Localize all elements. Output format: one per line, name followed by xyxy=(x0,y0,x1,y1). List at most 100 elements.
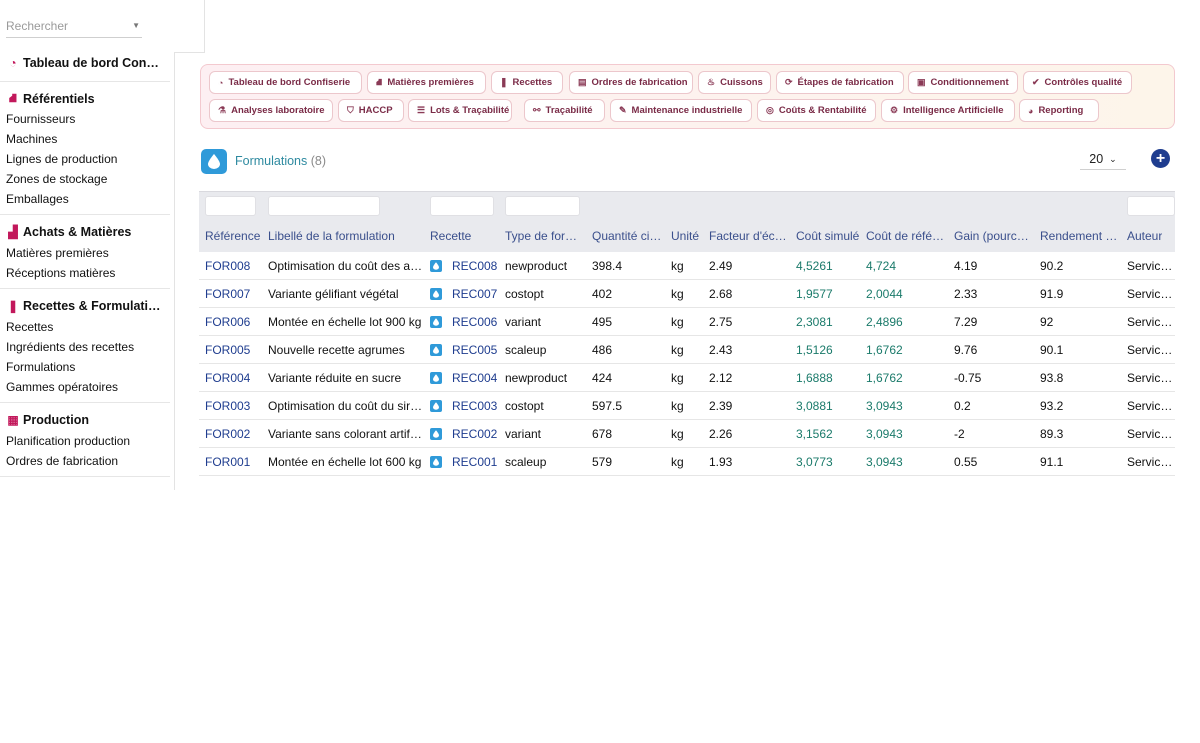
recipe-link[interactable]: REC003 xyxy=(452,399,498,413)
drop-icon xyxy=(430,260,442,272)
sidebar-item[interactable]: Lignes de production xyxy=(6,152,118,166)
table-cell: kg xyxy=(671,315,684,329)
reference-link[interactable]: FOR001 xyxy=(205,455,251,469)
column-header[interactable]: Facteur d'éc… xyxy=(709,229,787,243)
page-size-select[interactable]: 20 ⌄ xyxy=(1080,149,1126,170)
recipe-link[interactable]: REC008 xyxy=(452,259,498,273)
drop-icon xyxy=(430,316,442,328)
nav-pill[interactable]: ❚ Recettes xyxy=(491,71,563,94)
list-count: (8) xyxy=(310,154,327,168)
nav-pill[interactable]: ✔ Contrôles qualité xyxy=(1023,71,1132,94)
reference-link[interactable]: FOR003 xyxy=(205,399,251,413)
table-row[interactable]: FOR005 Nouvelle recette agrumes REC005 scal… xyxy=(199,336,1175,364)
column-header[interactable]: Rendement (… xyxy=(1040,229,1120,243)
nav-pill[interactable]: ◔ Tableau de bord Confiserie xyxy=(209,71,362,94)
column-header[interactable]: Unité xyxy=(671,229,700,243)
column-filter-input[interactable] xyxy=(430,196,494,216)
table-row[interactable]: FOR002 Variante sans colorant artificiel R… xyxy=(199,420,1175,448)
sidebar-section-3[interactable]: ❚ Recettes & Formulati… xyxy=(6,299,161,313)
column-filter-input[interactable] xyxy=(505,196,580,216)
nav-pill-label: Reporting xyxy=(1038,105,1084,116)
page-size-value: 20 xyxy=(1089,152,1104,166)
nav-pill[interactable]: ◕ Reporting xyxy=(1019,99,1099,122)
nav-pill[interactable]: ♨ Cuissons xyxy=(698,71,771,94)
column-filter-input[interactable] xyxy=(268,196,380,216)
search-placeholder: Rechercher xyxy=(6,18,69,33)
book-icon: ❚ xyxy=(500,77,508,87)
table-cell: Service R xyxy=(1127,371,1175,385)
nav-pill[interactable]: ⚗ Analyses laboratoire xyxy=(209,99,333,122)
table-cell: Service R xyxy=(1127,427,1175,441)
reference-link[interactable]: FOR004 xyxy=(205,371,251,385)
sidebar-item[interactable]: Ordres de fabrication xyxy=(6,454,119,468)
reference-link[interactable]: FOR006 xyxy=(205,315,251,329)
table-row[interactable]: FOR007 Variante gélifiant végétal REC007 co… xyxy=(199,280,1175,308)
sidebar-item[interactable]: Planification production xyxy=(6,434,131,448)
recipe-link[interactable]: REC002 xyxy=(452,427,498,441)
nav-pill[interactable]: ✎ Maintenance industrielle xyxy=(610,99,752,122)
table-cell: -0.75 xyxy=(954,371,982,385)
column-header[interactable]: Coût simulé xyxy=(796,229,860,243)
table-row[interactable]: FOR001 Montée en échelle lot 600 kg REC001… xyxy=(199,448,1175,476)
sidebar-item[interactable]: Emballages xyxy=(6,192,69,206)
table-cell: 7.29 xyxy=(954,315,978,329)
column-header[interactable]: Recette xyxy=(430,229,472,243)
nav-pill[interactable]: ▣ Conditionnement xyxy=(908,71,1018,94)
sidebar-section-1[interactable]: ⛘ Référentiels xyxy=(6,91,95,107)
sidebar-item[interactable]: Machines xyxy=(6,132,58,146)
reference-link[interactable]: FOR007 xyxy=(205,287,251,301)
column-filter-input[interactable] xyxy=(1127,196,1175,216)
nav-pill-label: Étapes de fabrication xyxy=(797,77,894,88)
column-filter-input[interactable] xyxy=(205,196,256,216)
nav-pill[interactable]: ⚯ Traçabilité xyxy=(524,99,605,122)
nav-pill[interactable]: ⛉ HACCP xyxy=(338,99,404,122)
sidebar-item[interactable]: Matières premières xyxy=(6,246,109,260)
recipe-link[interactable]: REC005 xyxy=(452,343,498,357)
sidebar-item[interactable]: Recettes xyxy=(6,320,54,334)
column-header[interactable]: Coût de réfé… xyxy=(866,229,945,243)
recipe-link[interactable]: REC007 xyxy=(452,287,498,301)
table-row[interactable]: FOR003 Optimisation du coût du siro… REC00… xyxy=(199,392,1175,420)
sidebar-item[interactable]: Ingrédients des recettes xyxy=(6,340,135,354)
table-row[interactable]: FOR006 Montée en échelle lot 900 kg REC006… xyxy=(199,308,1175,336)
table-cell: variant xyxy=(505,427,542,441)
table-cell: 93.2 xyxy=(1040,399,1064,413)
reference-link[interactable]: FOR005 xyxy=(205,343,251,357)
nav-pill[interactable]: ⚙ Intelligence Artificielle xyxy=(881,99,1015,122)
table-cell: 91.9 xyxy=(1040,287,1064,301)
sidebar-section-2[interactable]: ▟ Achats & Matières xyxy=(6,225,131,239)
nav-pill[interactable]: ⛘ Matières premières xyxy=(367,71,486,94)
recipe-link[interactable]: REC001 xyxy=(452,455,498,469)
column-header[interactable]: Type de for… xyxy=(505,229,578,243)
table-cell: 2,0044 xyxy=(866,287,903,301)
recipe-link[interactable]: REC006 xyxy=(452,315,498,329)
reference-link[interactable]: FOR008 xyxy=(205,259,251,273)
reference-link[interactable]: FOR002 xyxy=(205,427,251,441)
column-header[interactable]: Gain (pource… xyxy=(954,229,1034,243)
sidebar-item[interactable]: Formulations xyxy=(6,360,76,374)
sidebar-item[interactable]: Fournisseurs xyxy=(6,112,76,126)
column-header[interactable]: Référence xyxy=(205,229,261,243)
nav-pill[interactable]: ▤ Ordres de fabrication xyxy=(569,71,693,94)
table-cell: 2.39 xyxy=(709,399,733,413)
nav-pill[interactable]: ◎ Coûts & Rentabilité xyxy=(757,99,876,122)
sidebar-item[interactable]: Zones de stockage xyxy=(6,172,108,186)
add-button[interactable]: + xyxy=(1151,149,1170,168)
column-header[interactable]: Quantité cible xyxy=(592,229,664,243)
column-header[interactable]: Libellé de la formulation xyxy=(268,229,395,243)
table-row[interactable]: FOR004 Variante réduite en sucre REC004 new… xyxy=(199,364,1175,392)
drop-icon xyxy=(430,400,442,412)
chevron-down-icon[interactable]: ▼ xyxy=(132,21,140,30)
drop-icon xyxy=(430,456,442,468)
table-row[interactable]: FOR008 Optimisation du coût des ar… REC008… xyxy=(199,252,1175,280)
nav-pill[interactable]: ☰ Lots & Traçabilité xyxy=(408,99,512,122)
column-header[interactable]: Auteur xyxy=(1127,229,1163,243)
nav-pill[interactable]: ⟳ Étapes de fabrication xyxy=(776,71,904,94)
sidebar-section-4[interactable]: ▦ Production xyxy=(6,413,89,427)
table-cell: 91.1 xyxy=(1040,455,1064,469)
sidebar-section-0[interactable]: ◔ Tableau de bord Con… xyxy=(6,56,159,70)
search-input[interactable]: Rechercher ▼ xyxy=(6,14,142,38)
sidebar-item[interactable]: Gammes opératoires xyxy=(6,380,119,394)
sidebar-item[interactable]: Réceptions matières xyxy=(6,266,116,280)
recipe-link[interactable]: REC004 xyxy=(452,371,498,385)
